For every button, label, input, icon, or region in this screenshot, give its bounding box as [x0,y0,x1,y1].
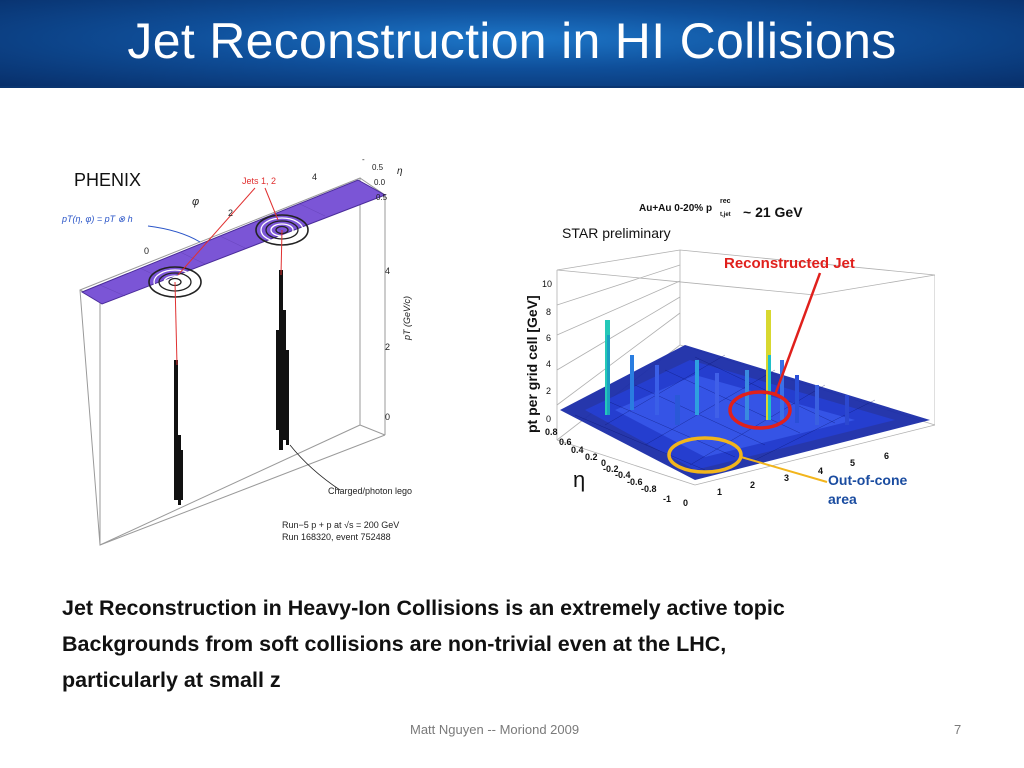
star-ylabel: pt per grid cell [GeV] [524,295,540,433]
star-lego-figure: Au+Au 0-20% p rec t,jet ~ 21 GeV STAR pr… [524,198,935,508]
lego-label: Charged/photon lego [328,486,412,496]
z-tick: 2 [546,386,551,396]
page-number: 7 [954,722,962,737]
body-line: particularly at small z [62,668,281,692]
eta-tick: -0.6 [627,477,643,487]
phi-tick: 4 [818,466,823,476]
phi-tick: 2 [750,480,755,490]
lego-tower-group [605,310,849,425]
reconstructed-jet-ring [728,390,792,430]
eta-tick: 0.5 [372,163,384,172]
svg-text:-: - [362,155,365,164]
lego-box [79,177,386,546]
body-line: Backgrounds from soft collisions are non… [62,632,727,656]
phi-tick: 3 [784,473,789,483]
star-eta-symbol: η [573,467,585,492]
eta-tick: 0.5 [376,193,388,202]
pt-axis-label: pT (GeV/c) [402,296,412,341]
z-tick: 8 [546,307,551,317]
z-tick: 4 [546,359,551,369]
z-tick: 0 [546,414,551,424]
phi-tick: -1 [663,494,671,504]
eta-tick: 0.0 [374,178,386,187]
pt-tick: 0 [385,412,390,422]
jets-label: Jets 1, 2 [242,176,276,186]
run-info-line1: Run−5 p + p at √s = 200 GeV [282,520,399,530]
eta-tick: -0.4 [615,470,631,480]
svg-text:t,jet: t,jet [720,212,731,218]
out-of-cone-ring [667,436,743,474]
phenix-lego-figure: Jets 1, 2 pT(η, φ) = pT ⊗ h φ 4 2 0 η - … [61,155,412,546]
eta-tick: 0.6 [559,437,572,447]
lego-towers [174,270,289,505]
eta-tick: 0.4 [571,445,584,455]
eta-axis-label: η [397,166,403,177]
eta-tick: -0.2 [603,464,619,474]
lego-formula: pT(η, φ) = pT ⊗ h [61,214,133,224]
eta-tick: -0.8 [641,484,657,494]
reconstructed-jet-label: Reconstructed Jet [724,255,855,272]
phi-tick: 0 [144,246,149,256]
jet-marker-lines [174,187,283,366]
z-tick: 10 [542,279,552,289]
slide-title: Jet Reconstruction in HI Collisions [127,13,897,69]
eta-tick: 0 [601,458,606,468]
out-of-cone-label: Out-of-cone area [828,472,908,507]
star-header-value: ~ 21 GeV [743,204,803,220]
star-header: Au+Au 0-20% p [639,203,712,214]
eta-phi-grid [80,179,387,305]
svg-text:rec: rec [720,198,731,205]
jet-contours [148,214,309,298]
phi-tick: 0 [683,498,688,508]
slide-footer: Matt Nguyen -- Moriond 2009 [410,722,580,737]
title-bar: Jet Reconstruction in HI Collisions [0,0,1024,88]
phi-tick: 2 [228,208,233,218]
phi-tick: 4 [312,172,317,182]
z-tick: 6 [546,333,551,343]
pt-tick: 2 [385,342,390,352]
eta-tick: 0.8 [545,427,558,437]
eta-tick: 0.2 [585,452,598,462]
phi-tick: 6 [884,451,889,461]
slide-body: Jet Reconstruction in Heavy-Ion Collisio… [62,590,992,698]
body-line: Jet Reconstruction in Heavy-Ion Collisio… [62,596,785,620]
phi-tick: 5 [850,458,855,468]
phi-axis-label: φ [192,196,199,208]
phenix-label: PHENIX [74,170,142,190]
pt-tick: 4 [385,266,390,276]
star-preliminary: STAR preliminary [562,225,671,241]
phi-tick: 1 [717,487,722,497]
run-info-line2: Run 168320, event 752488 [282,532,391,542]
